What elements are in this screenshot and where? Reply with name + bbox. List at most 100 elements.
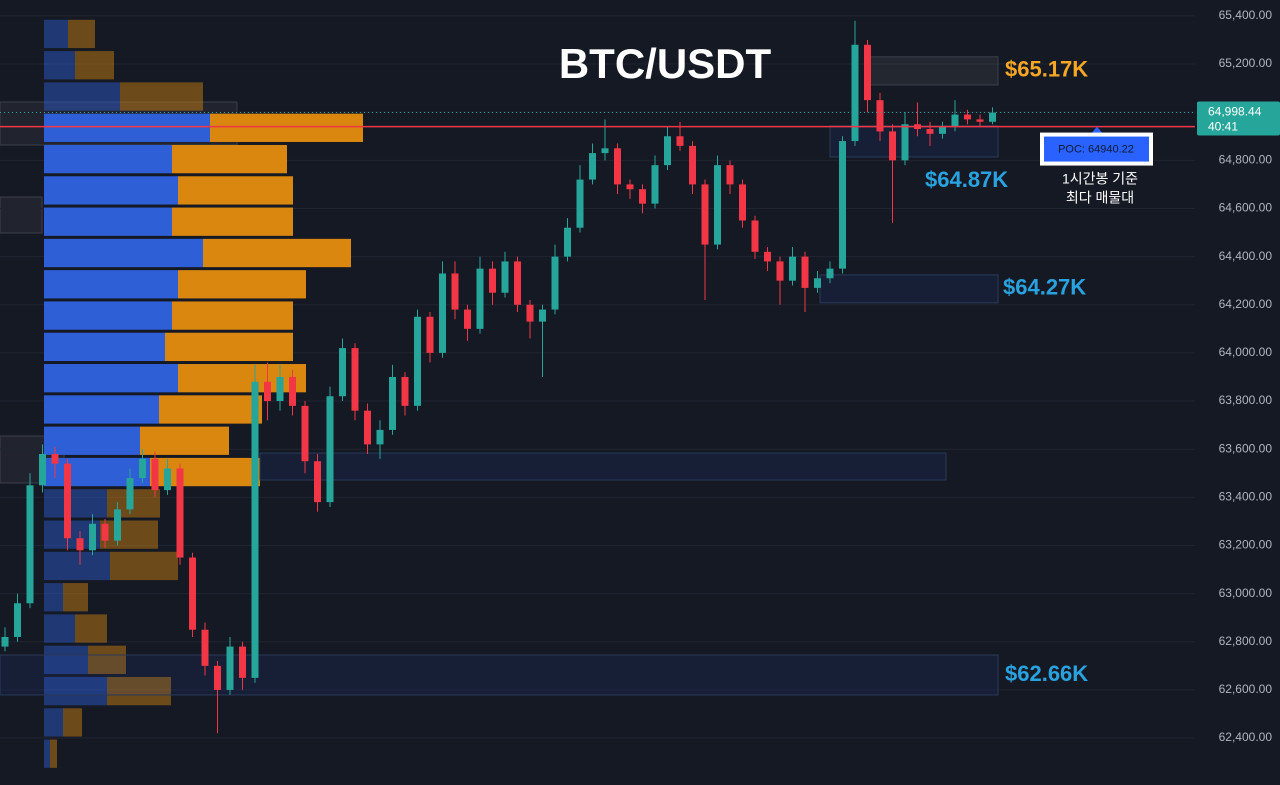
candle-body [789,256,796,281]
profile-sell [159,395,262,424]
y-tick-label: 64,800.00 [1219,152,1273,166]
profile-sell [63,583,88,612]
profile-sell [178,270,306,299]
y-tick-label: 63,800.00 [1219,393,1273,407]
profile-buy [44,364,178,393]
zone-label: $64.87K [925,167,1008,192]
profile-sell [165,332,293,362]
candle-body [101,523,109,541]
candle-body [439,273,446,353]
profile-sell [68,19,95,49]
candle-body [464,309,471,329]
zone [259,452,947,481]
poc-note: 최다 매물대 [1066,189,1134,205]
candle-body [414,316,421,406]
candle-body [276,376,284,402]
candle-body [926,129,934,134]
profile-sell [178,364,306,393]
profile-buy [44,395,159,424]
profile-sell [210,113,363,142]
candle-body [501,261,509,293]
candle-body [264,381,271,402]
candle-body [326,396,334,503]
profile-sell [110,551,178,581]
candle-body [976,119,984,122]
profile-buy [44,144,172,174]
y-tick-label: 64,000.00 [1219,345,1273,359]
poc-label: POC: 64940.22 [1058,143,1134,155]
y-tick-label: 63,400.00 [1219,490,1273,504]
candle-body [964,114,971,120]
profile-sell [172,144,287,174]
candle-body [589,153,596,180]
candle-body [664,136,671,166]
candle-body [214,665,221,690]
profile-sell [75,614,107,643]
profile-sell [140,426,229,455]
y-tick-label: 63,200.00 [1219,538,1273,552]
profile-buy [44,739,50,768]
candle-body [939,126,946,134]
candle-body [626,184,634,190]
candle-body [701,184,709,245]
candle-body [14,603,21,637]
candle-body [801,256,809,288]
candle-body [539,309,546,322]
profile-sell [172,301,293,330]
profile-buy [44,551,110,581]
candle-body [689,145,696,185]
profile-sell [172,207,293,236]
price-label: 64,998.44 [1208,105,1262,119]
y-tick-label: 64,200.00 [1219,297,1273,311]
poc-box-inner [1044,136,1149,162]
candle-body [526,304,534,322]
candle-body [576,179,584,228]
candle-body [164,468,171,491]
profile-buy [44,489,107,518]
candle-body [739,184,746,221]
y-tick-label: 62,600.00 [1219,682,1273,696]
countdown: 40:41 [1208,120,1238,134]
zone-shade [0,196,43,234]
zone [819,274,999,304]
candle-body [401,376,409,406]
poc-note: 1시간봉 기준 [1062,170,1138,186]
candle-body [476,268,484,329]
profile-buy [44,238,203,268]
candle-body [514,261,521,305]
profile-sell [75,51,114,80]
candle-body [151,458,159,491]
candle-body [26,485,34,604]
candle-body [901,124,909,161]
profile-buy [44,332,165,362]
candle-body [814,278,821,288]
candle-body [601,148,609,154]
profile-buy [44,82,120,111]
profile-buy [44,176,178,205]
candle-body [289,376,296,406]
zone [864,56,999,86]
candle-body [676,136,684,146]
y-tick-label: 64,400.00 [1219,249,1273,263]
profile-buy [44,583,63,612]
candle-body [301,405,309,462]
candle-body [114,509,121,541]
zone [0,654,999,696]
y-tick-label: 65,200.00 [1219,56,1273,70]
candle-body [64,463,71,539]
y-tick-label: 63,000.00 [1219,586,1273,600]
profile-sell [50,739,57,768]
candle-body [714,165,721,245]
candle-body [876,100,884,132]
candle-body [376,429,384,445]
profile-sell [178,176,293,205]
chart-title: BTC/USDT [559,40,772,87]
profile-buy [44,113,210,142]
profile-buy [44,645,88,674]
candle-body [564,227,571,257]
profile-buy [44,708,63,737]
profile-sell [203,238,351,268]
profile-buy [44,676,107,706]
poc-pointer [1092,126,1102,133]
